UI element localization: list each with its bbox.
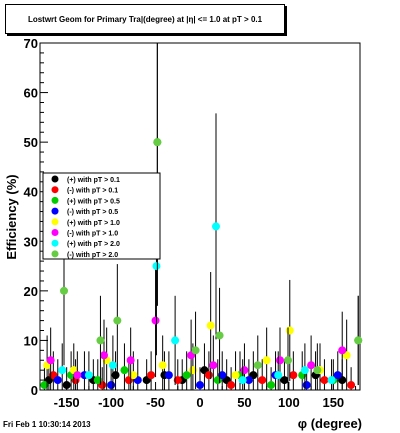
y-tick-label: 40: [24, 185, 38, 200]
timestamp: Fri Feb 1 10:30:14 2013: [3, 420, 91, 429]
x-tick-label: 100: [278, 395, 300, 410]
legend-marker: [51, 218, 59, 226]
x-tick-label: -150: [54, 395, 80, 410]
data-point: [58, 366, 67, 375]
y-tick-label: 50: [24, 135, 38, 150]
data-point: [347, 381, 356, 390]
data-point: [147, 371, 156, 380]
data-point: [107, 381, 116, 390]
legend-label: (-) with pT > 1.0: [67, 231, 118, 238]
data-point: [151, 316, 160, 325]
chart-title-box: Lostwrt Geom for Primary Tra|(degree) at…: [5, 4, 285, 34]
data-point: [96, 336, 105, 345]
data-point: [206, 321, 215, 330]
data-point: [108, 361, 117, 370]
data-point: [267, 381, 276, 390]
y-tick-label: 20: [24, 284, 38, 299]
data-point: [218, 371, 227, 380]
x-axis-label: φ (degree): [298, 416, 362, 431]
data-point: [262, 356, 271, 365]
data-point: [62, 381, 71, 390]
data-point: [152, 262, 161, 271]
data-point: [120, 366, 129, 375]
legend-marker: [51, 186, 59, 194]
data-point: [60, 286, 68, 295]
legend-marker: [51, 207, 59, 215]
data-point: [289, 371, 298, 380]
data-point: [320, 376, 329, 385]
data-point: [307, 361, 316, 370]
chart-title: Lostwrt Geom for Primary Tra|(degree) at…: [27, 14, 263, 24]
legend-box: [42, 172, 161, 260]
x-tick-label: 0: [196, 395, 203, 410]
legend-marker: [51, 229, 59, 236]
data-point: [215, 331, 224, 340]
x-tick-label: 150: [322, 395, 344, 410]
legend-label: (+) with pT > 0.1: [67, 177, 120, 184]
y-tick-label: 30: [24, 234, 38, 249]
data-point: [129, 371, 138, 380]
data-point: [333, 371, 342, 380]
data-point: [231, 371, 240, 380]
data-point: [300, 366, 309, 375]
legend-label: (-) with pT > 0.5: [67, 209, 118, 216]
legend-marker: [51, 175, 59, 183]
data-point: [227, 381, 236, 390]
data-point: [40, 381, 49, 390]
data-point: [354, 336, 363, 345]
x-tick-label: -100: [98, 395, 124, 410]
data-point: [338, 346, 347, 355]
data-point: [238, 376, 247, 385]
legend-marker: [51, 239, 59, 247]
data-point: [113, 316, 122, 325]
data-point: [244, 376, 253, 385]
y-tick-label: 70: [24, 36, 38, 51]
x-tick-label: -50: [146, 395, 165, 410]
data-point: [258, 376, 267, 385]
data-point: [46, 356, 55, 365]
data-point: [240, 366, 249, 375]
data-point: [93, 376, 102, 385]
legend-label: (-) with pT > 0.1: [67, 188, 118, 195]
data-point: [164, 371, 173, 380]
data-point: [212, 222, 220, 231]
data-point: [153, 138, 162, 147]
data-point: [284, 356, 292, 365]
legend: (+) with pT > 0.1 (-) with pT > 0.1 (+) wi…: [42, 172, 161, 260]
data-marks: [40, 43, 363, 390]
data-point: [280, 376, 289, 385]
legend-marker: [51, 250, 59, 258]
data-point: [196, 381, 204, 390]
legend-label: (+) with pT > 0.5: [67, 198, 120, 205]
data-point: [73, 371, 82, 380]
data-point: [171, 336, 180, 345]
data-point: [126, 356, 135, 365]
legend-label: (+) with pT > 2.0: [67, 241, 120, 248]
data-point: [276, 356, 284, 365]
y-tick-label: 0: [31, 383, 38, 398]
data-point: [53, 376, 62, 385]
y-tick-label: 60: [24, 86, 38, 101]
data-point: [209, 361, 218, 370]
legend-label: (-) with pT > 2.0: [67, 252, 118, 259]
legend-label: (+) with pT > 1.0: [67, 220, 120, 227]
data-point: [182, 371, 191, 380]
data-point: [158, 361, 167, 370]
data-point: [313, 366, 322, 375]
data-point: [302, 381, 311, 390]
data-point: [204, 371, 213, 380]
legend-marker: [51, 196, 59, 204]
data-point: [253, 361, 262, 370]
data-point: [327, 376, 336, 385]
y-tick-label: 10: [24, 333, 38, 348]
data-point: [100, 351, 108, 360]
data-point: [84, 371, 93, 380]
x-tick-label: 50: [237, 395, 251, 410]
y-axis-label: Efficiency (%): [4, 174, 19, 259]
data-point: [191, 346, 200, 355]
data-point: [274, 371, 283, 380]
data-point: [173, 376, 182, 385]
data-point: [285, 326, 294, 335]
